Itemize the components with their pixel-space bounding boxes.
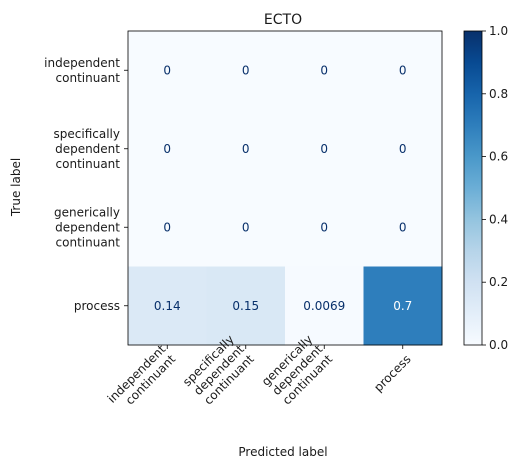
cell-value-label: 0 [163, 220, 171, 234]
heatmap-cell [285, 188, 364, 267]
cell-value-label: 0.0069 [303, 299, 345, 313]
cell-value-label: 0 [320, 142, 328, 156]
cell-value-label: 0 [242, 220, 250, 234]
cell-value-label: 0 [399, 142, 407, 156]
colorbar-tick-label: 0.0 [489, 338, 508, 352]
heatmap-cell [206, 188, 286, 267]
heatmap-cell [285, 31, 364, 110]
y-tick-label: independent continuant [44, 56, 120, 85]
chart-title: ECTO [264, 12, 302, 28]
colorbar-tick-label: 0.4 [489, 212, 508, 226]
y-tick-label: process [74, 299, 120, 313]
cell-value-label: 0 [399, 220, 407, 234]
heatmap-cell [285, 266, 364, 346]
colorbar-tick-label: 0.6 [489, 150, 508, 164]
cell-value-label: 0.15 [232, 299, 259, 313]
heatmap-cell [363, 109, 443, 189]
x-tick-label: independentcontinuant [105, 342, 179, 416]
x-axis-label: Predicted label [238, 445, 327, 459]
colorbar-tick-label: 0.8 [489, 87, 508, 101]
colorbar-tick-label: 0.2 [489, 275, 508, 289]
heatmap-cell [128, 188, 207, 267]
heatmap-cell [128, 266, 207, 346]
cell-value-label: 0 [320, 63, 328, 77]
heatmap-cell [363, 188, 443, 267]
cell-value-label: 0 [163, 63, 171, 77]
heatmap-cell [285, 109, 364, 189]
colorbar-tick-label: 1.0 [489, 24, 508, 38]
heatmap-matrix: 0 0 0 0 0 0 0 0 0 0 0 0 0.14 0.15 0.0069 0.7 independent… [44, 30, 443, 416]
heatmap-cell [206, 31, 286, 110]
y-axis-label: True label [9, 158, 23, 217]
colorbar: 0.0 0.2 0.4 0.6 0.8 1.0 [463, 24, 508, 352]
cell-value-label: 0.14 [154, 299, 181, 313]
heatmap-cell [363, 31, 443, 110]
heatmap-cell [128, 31, 207, 110]
heatmap-cell [206, 109, 286, 189]
heatmap-cell [206, 266, 286, 346]
cell-value-label: 0 [242, 142, 250, 156]
heatmap-cell [363, 266, 443, 346]
x-tick-label: process [371, 352, 414, 395]
cell-value-label: 0 [242, 63, 250, 77]
plot-frame [127, 30, 443, 346]
colorbar-gradient [463, 30, 483, 346]
y-tick-label: generically dependent continuant [54, 205, 120, 249]
heatmap-cell [128, 109, 207, 189]
cell-value-label: 0 [163, 142, 171, 156]
cell-value-label: 0 [320, 220, 328, 234]
y-tick-label: specifically dependent continuant [54, 127, 121, 171]
cell-value-label: 0.7 [393, 299, 412, 313]
cell-value-label: 0 [399, 63, 407, 77]
